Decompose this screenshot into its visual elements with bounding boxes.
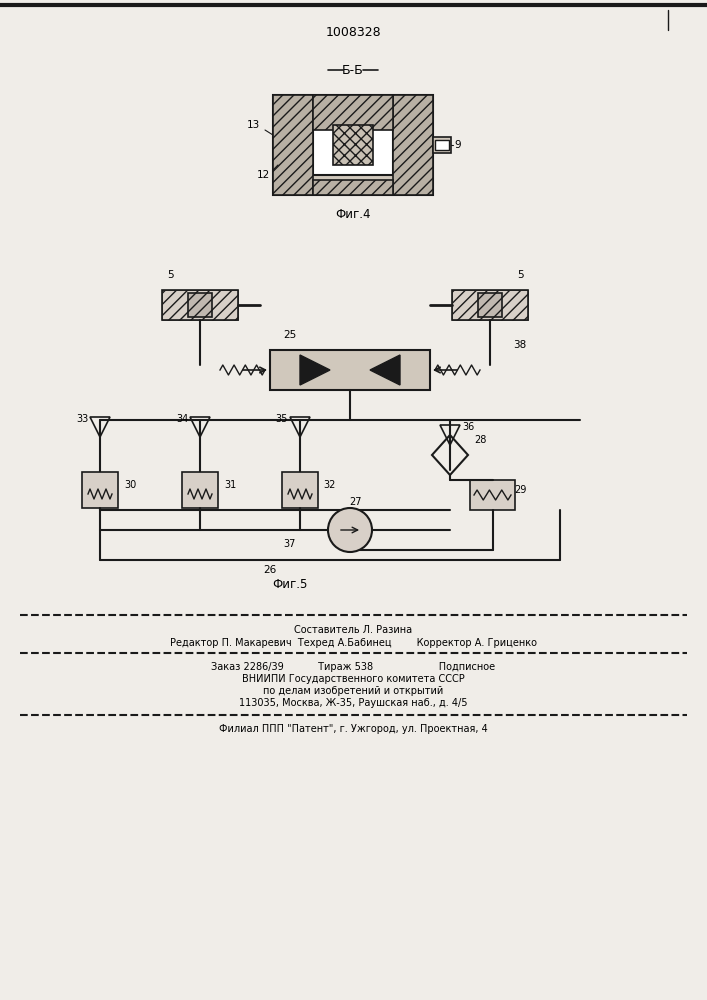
Text: 29: 29: [514, 485, 526, 495]
Text: 12: 12: [257, 170, 269, 180]
Text: 37: 37: [284, 539, 296, 549]
Text: 34: 34: [176, 414, 188, 424]
Text: Филиал ППП "Патент", г. Ужгород, ул. Проектная, 4: Филиал ППП "Патент", г. Ужгород, ул. Про…: [218, 724, 487, 734]
Bar: [452, 290, 528, 320]
Bar: [273, 95, 313, 195]
Text: 1008328: 1008328: [325, 25, 381, 38]
Text: Б-Б: Б-Б: [342, 64, 364, 77]
Bar: [333, 125, 373, 165]
Text: 27: 27: [349, 497, 361, 507]
Bar: [270, 350, 430, 390]
Text: по делам изобретений и открытий: по делам изобретений и открытий: [263, 686, 443, 696]
Bar: [313, 180, 393, 195]
Bar: [435, 140, 449, 150]
Text: 33: 33: [76, 414, 88, 424]
Text: Фиг.5: Фиг.5: [272, 578, 308, 591]
Text: 38: 38: [513, 340, 527, 350]
Text: 36: 36: [462, 422, 474, 432]
Text: 113035, Москва, Ж-35, Раушская наб., д. 4/5: 113035, Москва, Ж-35, Раушская наб., д. …: [239, 698, 467, 708]
Bar: [182, 472, 218, 508]
Text: Редактор П. Макаревич  Техред А.Бабинец        Корректор А. Гриценко: Редактор П. Макаревич Техред А.Бабинец К…: [170, 638, 537, 648]
Text: Составитель Л. Разина: Составитель Л. Разина: [294, 625, 412, 635]
Text: 35: 35: [276, 414, 288, 424]
Bar: [162, 290, 238, 320]
Bar: [470, 480, 515, 510]
Text: 13: 13: [246, 120, 259, 130]
Text: Заказ 2286/39           Тираж 538                     Подписное: Заказ 2286/39 Тираж 538 Подписное: [211, 662, 495, 672]
Text: 5: 5: [167, 270, 173, 280]
Bar: [433, 137, 451, 153]
Bar: [478, 293, 502, 317]
Polygon shape: [370, 355, 400, 385]
Text: 9: 9: [455, 140, 461, 150]
Bar: [273, 95, 433, 195]
Bar: [188, 293, 212, 317]
Bar: [282, 472, 318, 508]
Text: ВНИИПИ Государственного комитета СССР: ВНИИПИ Государственного комитета СССР: [242, 674, 464, 684]
Bar: [452, 290, 528, 320]
Text: 28: 28: [474, 435, 486, 445]
Text: 31: 31: [224, 480, 236, 490]
Bar: [393, 95, 433, 195]
Bar: [162, 290, 238, 320]
Bar: [82, 472, 118, 508]
Text: 25: 25: [284, 330, 297, 340]
Text: 5: 5: [517, 270, 523, 280]
Circle shape: [328, 508, 372, 552]
Bar: [313, 115, 393, 175]
Text: 32: 32: [324, 480, 337, 490]
Text: Фиг.4: Фиг.4: [335, 209, 370, 222]
Text: 30: 30: [124, 480, 136, 490]
Polygon shape: [300, 355, 330, 385]
Bar: [313, 95, 393, 130]
Text: 26: 26: [264, 565, 276, 575]
